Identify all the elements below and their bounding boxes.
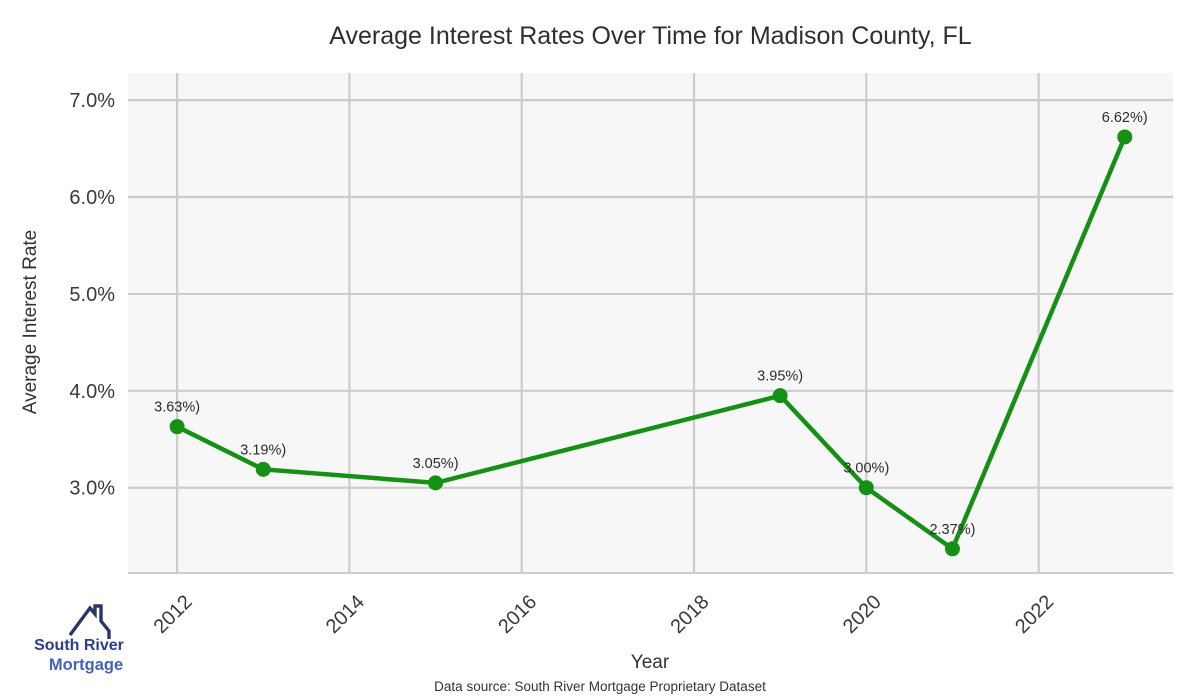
point-label: 2.37%) xyxy=(929,522,975,538)
data-point xyxy=(1117,129,1133,145)
y-tick-label: 7.0% xyxy=(69,90,115,112)
house-roof-icon xyxy=(68,604,111,639)
plot-area xyxy=(128,73,1173,573)
y-tick-label: 4.0% xyxy=(69,381,115,403)
x-tick-label: 2014 xyxy=(322,591,369,638)
point-label: 6.62%) xyxy=(1102,110,1148,126)
company-logo: South River Mortgage xyxy=(34,602,124,675)
data-point xyxy=(428,475,444,491)
x-tick-label: 2018 xyxy=(667,591,714,638)
logo-text-line1: South River xyxy=(34,637,124,654)
chart-title: Average Interest Rates Over Time for Mad… xyxy=(329,22,972,50)
point-label: 3.63%) xyxy=(154,400,200,416)
x-tick-label: 2022 xyxy=(1011,591,1058,638)
y-tick-label: 5.0% xyxy=(69,284,115,306)
point-label: 3.95%) xyxy=(757,369,803,385)
x-axis-title: Year xyxy=(631,652,670,673)
x-tick-label: 2012 xyxy=(150,591,197,638)
data-point xyxy=(858,480,874,496)
y-tick-label: 3.0% xyxy=(69,478,115,500)
data-source-note: Data source: South River Mortgage Propri… xyxy=(434,679,766,694)
data-point xyxy=(772,388,788,404)
point-label: 3.00%) xyxy=(843,461,889,477)
data-point xyxy=(944,541,960,557)
x-tick-label: 2016 xyxy=(494,591,541,638)
data-point xyxy=(169,419,185,435)
data-point xyxy=(255,461,271,477)
y-axis-title: Average Interest Rate xyxy=(20,230,41,414)
x-tick-label: 2020 xyxy=(839,591,886,638)
point-label: 3.19%) xyxy=(240,442,286,458)
point-label: 3.05%) xyxy=(413,456,459,472)
y-tick-label: 6.0% xyxy=(69,187,115,209)
logo-text-line2: Mortgage xyxy=(48,656,124,674)
